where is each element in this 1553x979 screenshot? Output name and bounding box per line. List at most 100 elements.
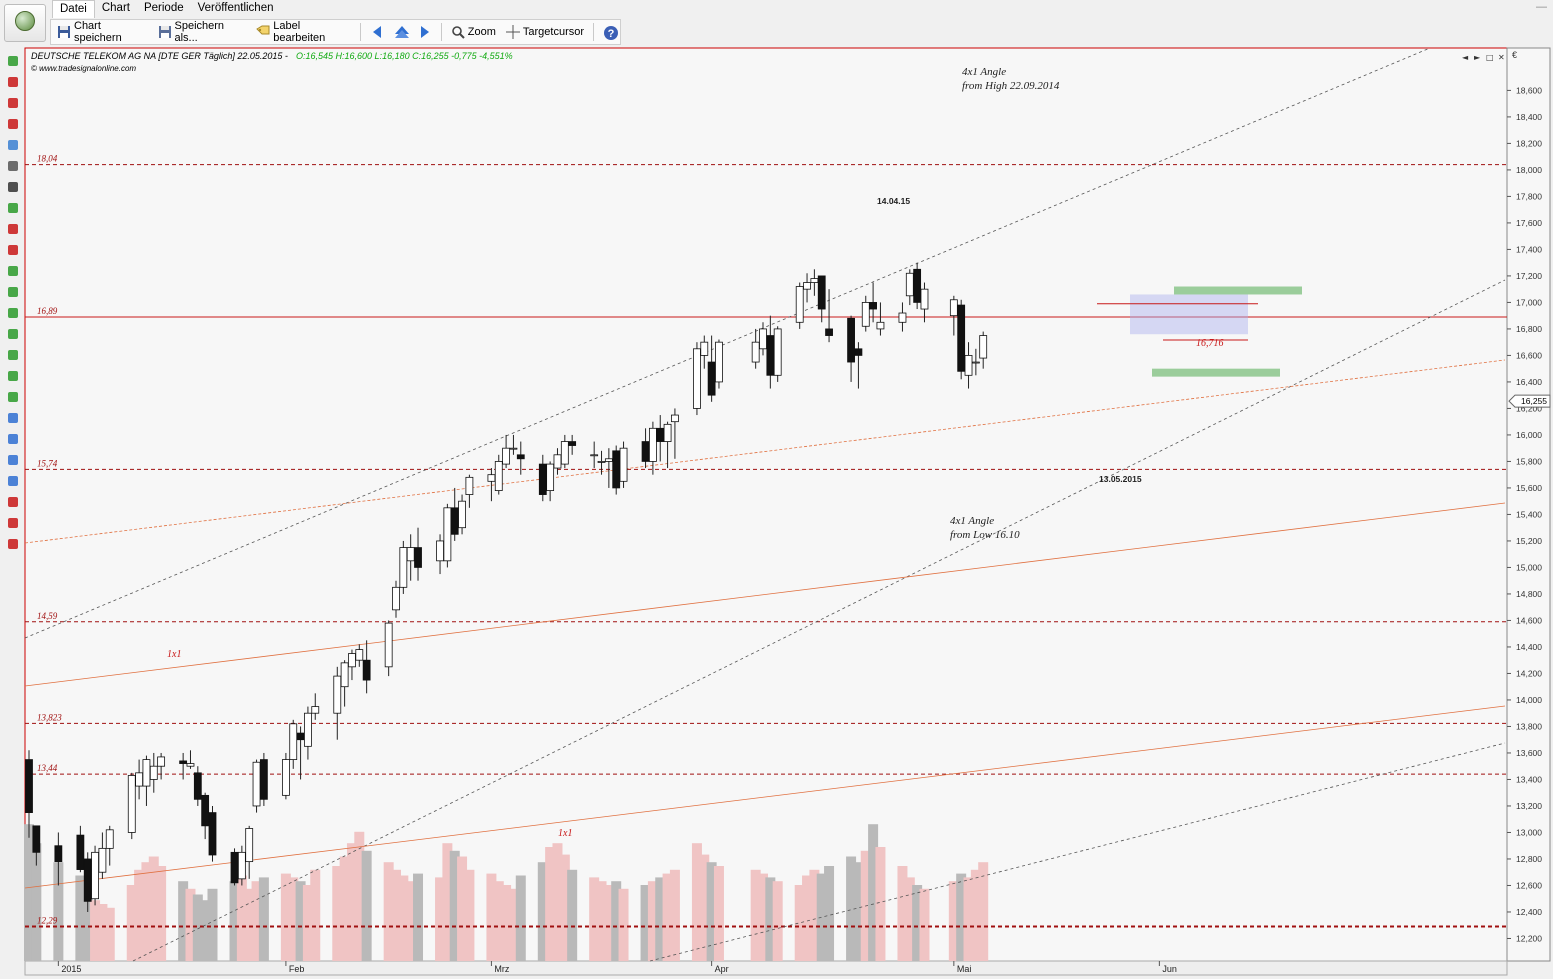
save-as-button[interactable]: Speichern als... [155, 18, 250, 46]
candle-body [193, 772, 202, 800]
volume-bar [24, 824, 34, 961]
toolbar-separator [593, 23, 594, 41]
annotation-text: 4x1 Angle [950, 515, 994, 527]
candle-body [553, 454, 562, 469]
volume-icon[interactable] [3, 323, 23, 344]
targetcursor-button[interactable]: Targetcursor [503, 23, 587, 41]
candle-body [751, 341, 760, 363]
volume-bar [244, 888, 255, 961]
y-tick-label: 12,800 [1516, 854, 1542, 864]
volume-bar [508, 888, 519, 961]
half-ellipse-icon[interactable] [3, 470, 23, 491]
candle-body [105, 829, 114, 849]
triangle-icon[interactable] [3, 344, 23, 365]
pitchfork-icon[interactable] [3, 218, 23, 239]
annotation-text: from High 22.09.2014 [962, 80, 1060, 92]
y-tick-label: 13,400 [1516, 774, 1542, 784]
candle-body [414, 547, 422, 568]
volume-bar [251, 881, 262, 961]
magnet-icon[interactable] [3, 491, 23, 512]
arrow-icon[interactable] [3, 50, 23, 71]
zoom-button[interactable]: Zoom [448, 23, 499, 41]
y-tick-label: 15,600 [1516, 483, 1542, 493]
channel-icon[interactable] [3, 239, 23, 260]
double-line-icon[interactable] [3, 92, 23, 113]
menu-datei[interactable]: Datei [52, 0, 95, 18]
candle-body [949, 299, 958, 317]
edit-label-button[interactable]: Label bearbeiten [253, 18, 354, 46]
candle-body [362, 659, 371, 681]
chart-window-button[interactable]: □ [1486, 53, 1494, 62]
text-icon[interactable] [3, 176, 23, 197]
save-chart-button[interactable]: Chart speichern [54, 18, 151, 46]
ellipse-icon[interactable] [3, 407, 23, 428]
menu-chart[interactable]: Chart [101, 2, 130, 14]
fib-icon[interactable] [3, 134, 23, 155]
window-close-icon[interactable]: — [1536, 1, 1547, 13]
regression-icon[interactable] [3, 281, 23, 302]
volume-bar [589, 877, 600, 961]
volume-bar [156, 866, 167, 961]
scroll-right-button[interactable] [415, 23, 435, 41]
y-tick-label: 13,200 [1516, 801, 1542, 811]
vertical-line-icon[interactable] [3, 197, 23, 218]
circle-icon[interactable] [3, 449, 23, 470]
x-tick-label: Mai [957, 964, 972, 974]
annotation-text: 13.05.2015 [1099, 474, 1142, 484]
volume-bar [596, 881, 607, 961]
candle-body [671, 414, 679, 423]
y-tick-label: 18,000 [1516, 165, 1542, 175]
arc2-icon[interactable] [3, 365, 23, 386]
candle-body [693, 348, 701, 409]
app-logo[interactable] [4, 4, 46, 42]
candle-body [803, 282, 811, 290]
y-tick-label: 14,600 [1516, 615, 1542, 625]
targetcursor-label: Targetcursor [522, 26, 585, 38]
level-label: 13,823 [37, 712, 62, 722]
bars-icon[interactable] [3, 302, 23, 323]
arrow2-icon[interactable] [3, 386, 23, 407]
chart-window-button[interactable]: ✕ [1498, 53, 1505, 62]
volume-bar [464, 869, 475, 961]
save-as-label: Speichern als... [174, 20, 225, 44]
scroll-left-button[interactable] [367, 23, 387, 41]
volume-bar [559, 854, 570, 961]
volume-bar [134, 869, 145, 961]
volume-bar [868, 824, 879, 961]
save-chart-label: Chart speichern [74, 20, 122, 44]
target-zone-green-lower [1152, 368, 1280, 377]
y-tick-label: 15,200 [1516, 536, 1542, 546]
arc-icon[interactable] [3, 260, 23, 281]
line-icon[interactable] [3, 71, 23, 92]
candle-body [487, 474, 496, 482]
horizontal-line-icon[interactable] [3, 113, 23, 134]
candle-body [245, 828, 254, 863]
volume-bar [706, 862, 717, 961]
volume-bar [699, 854, 710, 961]
candle-body [436, 540, 444, 562]
menu-periode[interactable]: Periode [143, 2, 184, 14]
pencil-icon[interactable] [3, 155, 23, 176]
scroll-up-button[interactable] [391, 23, 411, 41]
chart-window-button[interactable]: ► [1474, 53, 1481, 62]
y-tick-label: 13,000 [1516, 827, 1542, 837]
tools-icon[interactable] [3, 533, 23, 554]
arrow-left-icon [370, 25, 384, 39]
candle-body [127, 775, 136, 833]
candle-body [817, 275, 826, 310]
volume-bar [405, 881, 416, 961]
candle-body [516, 454, 525, 460]
volume-bar [148, 856, 159, 961]
candle-body [568, 441, 577, 446]
rectangle-icon[interactable] [3, 428, 23, 449]
menu-veroeffentlichen[interactable]: Veröffentlichen [197, 2, 274, 14]
pen-icon[interactable] [3, 512, 23, 533]
y-tick-label: 18,400 [1516, 112, 1542, 122]
volume-bar [618, 888, 629, 961]
chart-window-button[interactable]: ◄ [1462, 53, 1469, 62]
help-button[interactable]: ? [600, 23, 620, 41]
candle-body [142, 759, 151, 787]
candle-body [54, 845, 63, 863]
candle-body [560, 441, 569, 465]
